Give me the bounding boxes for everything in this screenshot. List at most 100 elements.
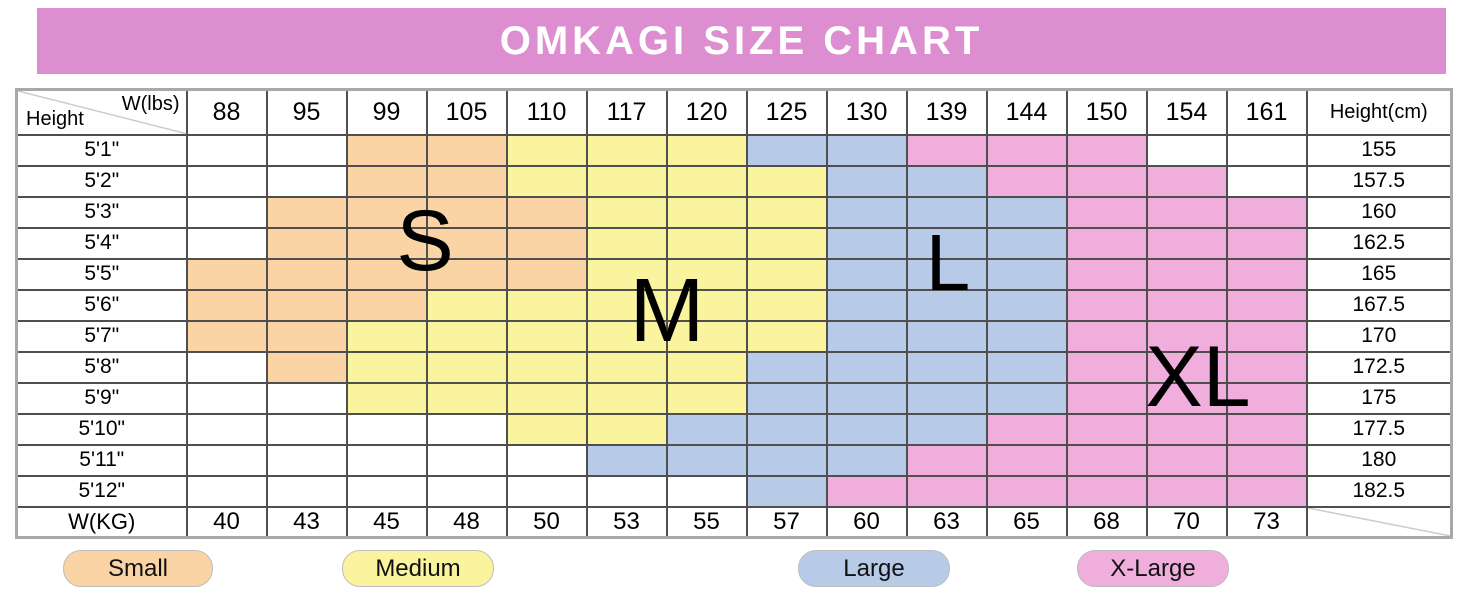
size-cell <box>265 133 348 167</box>
size-cell <box>905 288 988 322</box>
table-row: 5'8" 172.5 <box>15 350 1453 384</box>
weight-lbs-header: 105 <box>425 88 508 136</box>
size-cell <box>505 133 588 167</box>
size-cell <box>265 443 348 477</box>
size-cell <box>585 443 668 477</box>
row-height-cm-value: 172.5 <box>1305 350 1453 384</box>
size-cell <box>985 195 1068 229</box>
legend-pill-large: Large <box>798 550 950 587</box>
size-cell <box>425 474 508 508</box>
size-cell <box>1065 164 1148 198</box>
size-cell <box>1225 412 1308 446</box>
size-cell <box>985 319 1068 353</box>
size-cell <box>905 195 988 229</box>
size-cell <box>1065 288 1148 322</box>
size-cell <box>345 133 428 167</box>
size-cell <box>585 381 668 415</box>
row-height-label: 5'5" <box>15 257 188 291</box>
size-cell <box>425 133 508 167</box>
size-cell <box>505 412 588 446</box>
row-height-label: 5'4" <box>15 226 188 260</box>
size-cell <box>1065 257 1148 291</box>
size-cell <box>985 257 1068 291</box>
size-cell <box>745 412 828 446</box>
weight-kg-value: 53 <box>585 505 668 538</box>
size-cell <box>665 195 748 229</box>
row-height-label: 5'2" <box>15 164 188 198</box>
size-cell <box>425 350 508 384</box>
size-cell <box>185 133 268 167</box>
size-chart-table: W(lbs) Height 88 95 99 105 110 117 120 125 130 139 1… <box>15 88 1453 539</box>
size-cell <box>1065 412 1148 446</box>
weight-lbs-header: 95 <box>265 88 348 136</box>
size-cell <box>345 257 428 291</box>
size-cell <box>1145 288 1228 322</box>
size-cell <box>825 350 908 384</box>
weight-lbs-header: 161 <box>1225 88 1308 136</box>
weight-lbs-header: 117 <box>585 88 668 136</box>
legend-label-medium: Medium <box>375 554 461 582</box>
weight-lbs-header: 150 <box>1065 88 1148 136</box>
size-cell <box>1145 226 1228 260</box>
weight-kg-value: 70 <box>1145 505 1228 538</box>
size-cell <box>985 226 1068 260</box>
size-cell <box>505 319 588 353</box>
table-row: 5'1" 155 <box>15 133 1453 167</box>
row-height-label: 5'6" <box>15 288 188 322</box>
height-cm-header: Height(cm) <box>1305 88 1453 136</box>
size-cell <box>665 412 748 446</box>
legend-label-large: Large <box>843 554 905 582</box>
row-height-cm-value: 177.5 <box>1305 412 1453 446</box>
size-cell <box>345 412 428 446</box>
size-cell <box>905 412 988 446</box>
weight-kg-value: 60 <box>825 505 908 538</box>
size-cell <box>185 412 268 446</box>
size-cell <box>1065 133 1148 167</box>
size-cell <box>425 288 508 322</box>
size-cell <box>1225 164 1308 198</box>
size-cell <box>585 257 668 291</box>
row-height-cm-value: 182.5 <box>1305 474 1453 508</box>
size-cell <box>505 195 588 229</box>
size-cell <box>185 288 268 322</box>
size-cell <box>585 226 668 260</box>
size-cell <box>905 133 988 167</box>
row-height-cm-value: 167.5 <box>1305 288 1453 322</box>
row-height-cm-value: 157.5 <box>1305 164 1453 198</box>
size-cell <box>745 288 828 322</box>
size-cell <box>1065 381 1148 415</box>
size-cell <box>1225 474 1308 508</box>
size-cell <box>585 319 668 353</box>
size-cell <box>1145 412 1228 446</box>
size-cell <box>585 195 668 229</box>
size-cell <box>265 319 348 353</box>
size-cell <box>1145 133 1228 167</box>
row-height-cm-value: 160 <box>1305 195 1453 229</box>
size-cell <box>1145 164 1228 198</box>
weight-kg-value: 65 <box>985 505 1068 538</box>
size-cell <box>345 319 428 353</box>
weight-lbs-header: 99 <box>345 88 428 136</box>
size-cell <box>825 226 908 260</box>
title-banner: OMKAGI SIZE CHART <box>37 8 1446 74</box>
size-cell <box>745 319 828 353</box>
legend-pill-small: Small <box>63 550 213 587</box>
weight-kg-value: 50 <box>505 505 588 538</box>
size-cell <box>745 133 828 167</box>
table-row: 5'5" 165 <box>15 257 1453 291</box>
size-cell <box>265 412 348 446</box>
size-cell <box>185 164 268 198</box>
size-cell <box>265 288 348 322</box>
size-cell <box>905 350 988 384</box>
size-cell <box>905 226 988 260</box>
size-cell <box>1225 350 1308 384</box>
weight-lbs-header: 139 <box>905 88 988 136</box>
size-cell <box>345 226 428 260</box>
table-row: 5'2" 157.5 <box>15 164 1453 198</box>
size-cell <box>745 257 828 291</box>
size-cell <box>665 319 748 353</box>
size-cell <box>825 474 908 508</box>
size-cell <box>185 381 268 415</box>
size-cell <box>265 226 348 260</box>
weight-kg-value: 73 <box>1225 505 1308 538</box>
